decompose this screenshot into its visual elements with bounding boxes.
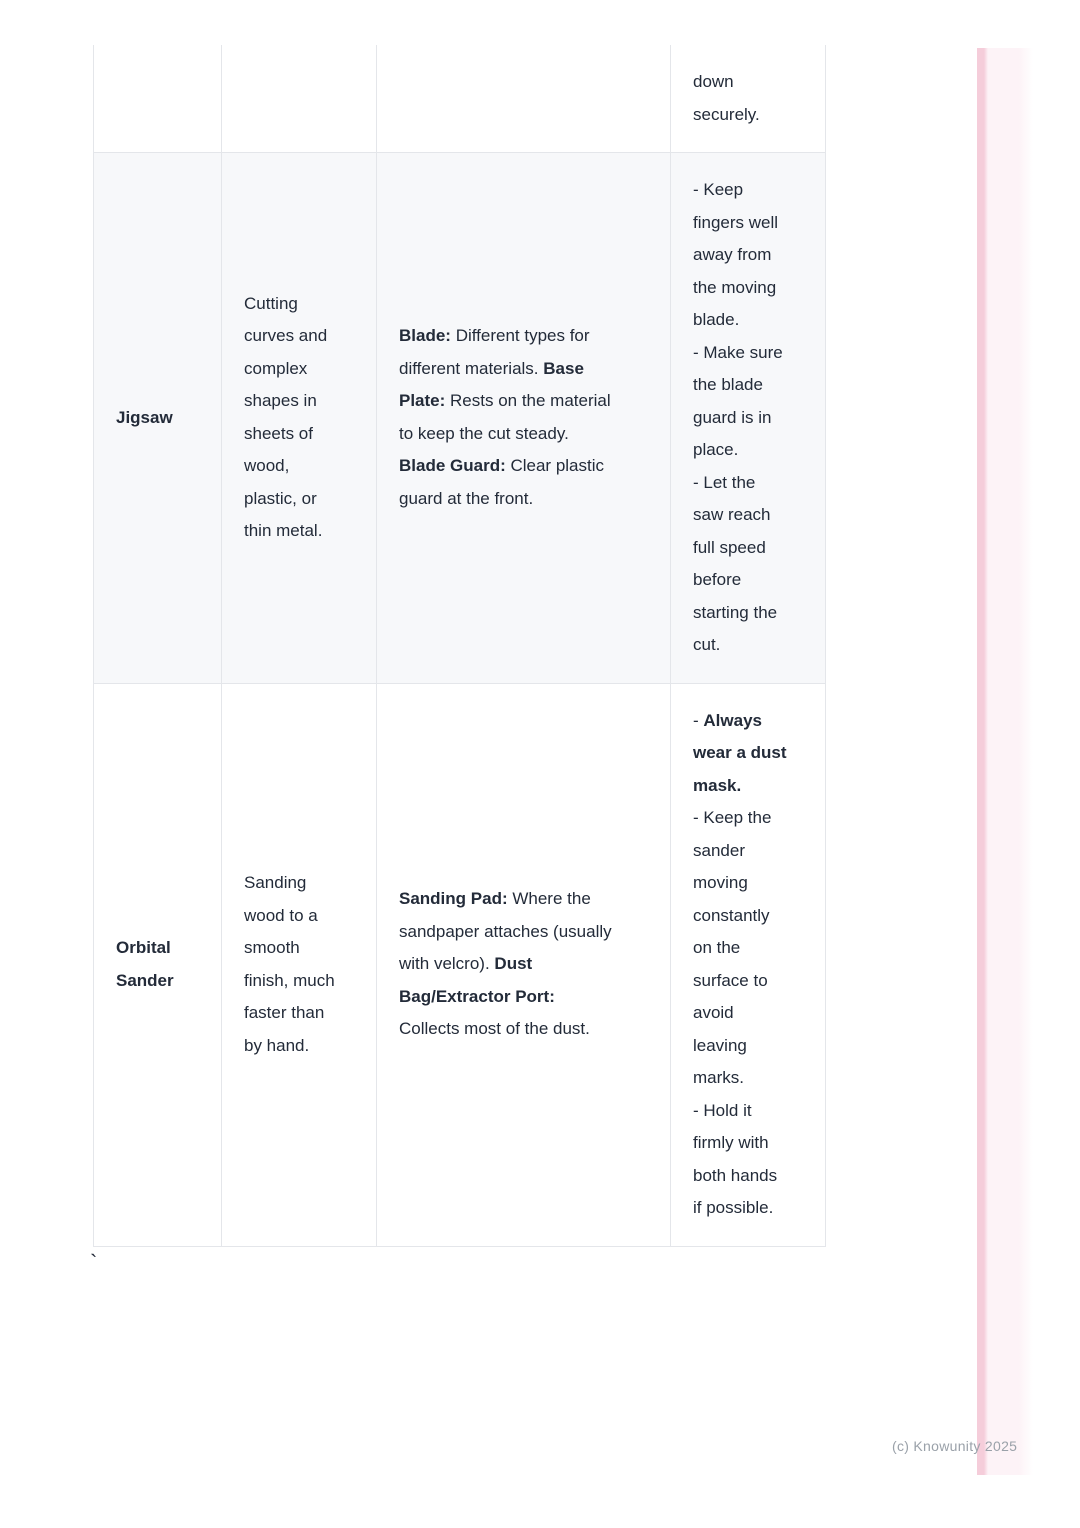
cell-tool <box>93 45 222 153</box>
cell-safety: down securely. <box>670 45 826 153</box>
cell-use: Cutting curves and complex shapes in she… <box>221 152 377 684</box>
cell-safety: - Keep fingers well away from the moving… <box>670 152 826 684</box>
cell-use: Sanding wood to a smooth finish, much fa… <box>221 682 377 1247</box>
cell-safety: - Always wear a dust mask. - Keep the sa… <box>670 682 826 1247</box>
table-row: Jigsaw Cutting curves and complex shapes … <box>93 152 826 684</box>
table-row: down securely. <box>93 45 826 153</box>
page-watermark: (c) Knowunity 2025 <box>892 1438 1018 1454</box>
tools-table-body: down securely. Jigsaw Cutting curves and c… <box>93 45 826 1247</box>
pink-accent-stripe <box>977 48 1033 1475</box>
cell-tool: Orbital Sander <box>93 682 222 1247</box>
cell-parts <box>376 45 671 153</box>
tools-table: down securely. Jigsaw Cutting curves and c… <box>93 45 826 1247</box>
cell-parts: Blade: Different types for different mat… <box>376 152 671 684</box>
cell-parts: Sanding Pad: Where the sandpaper attache… <box>376 682 671 1247</box>
cell-use <box>221 45 377 153</box>
cell-tool: Jigsaw <box>93 152 222 684</box>
table-row: Orbital Sander Sanding wood to a smooth f… <box>93 682 826 1247</box>
stray-backtick: ` <box>90 1250 98 1275</box>
